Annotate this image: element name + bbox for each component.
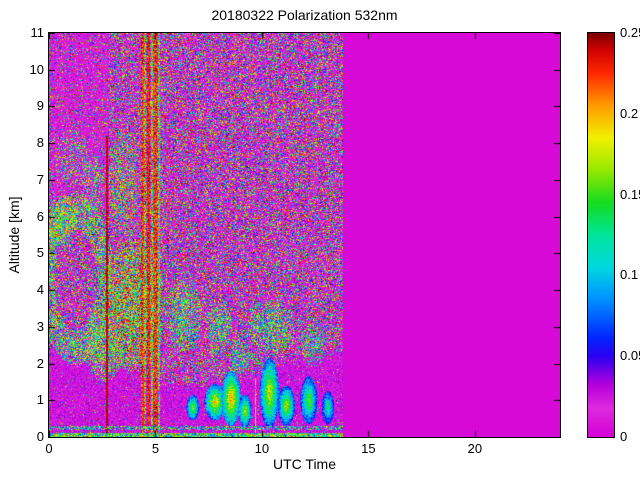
colorbar-tick-label: 0.25: [620, 25, 640, 40]
chart-title: 20180322 Polarization 532nm: [211, 7, 398, 23]
colorbar-tick-label: 0.05: [620, 348, 640, 364]
y-tick-label: 11: [30, 25, 45, 40]
y-tick-label: 0: [36, 429, 44, 444]
y-axis-label: Altitude [km]: [6, 196, 22, 274]
colorbar-tick-label: 0.1: [620, 267, 639, 283]
y-tick-label: 7: [36, 171, 44, 187]
colorbar: [587, 32, 615, 438]
y-tick-label: 8: [36, 135, 44, 151]
x-tick-label: 10: [254, 441, 270, 456]
y-tick-label: 1: [36, 392, 44, 408]
x-tick-label: 20: [467, 441, 483, 456]
colorbar-tick-label: 0.2: [620, 105, 639, 121]
heatmap-canvas: [49, 33, 560, 437]
colorbar-tick-label: 0.15: [620, 186, 640, 202]
x-axis-label: UTC Time: [273, 456, 336, 472]
y-tick-label: 5: [36, 245, 44, 261]
y-tick-label: 4: [36, 282, 44, 298]
x-tick-label: 15: [361, 441, 376, 456]
x-tick-label: 0: [45, 441, 53, 456]
y-tick-label: 10: [29, 61, 44, 77]
y-tick-label: 2: [36, 355, 44, 371]
y-tick-label: 6: [36, 208, 44, 224]
colorbar-tick-label: 0: [620, 429, 628, 444]
y-tick-label: 3: [36, 318, 44, 334]
y-tick-label: 9: [36, 98, 44, 114]
x-tick-label: 5: [151, 441, 160, 456]
